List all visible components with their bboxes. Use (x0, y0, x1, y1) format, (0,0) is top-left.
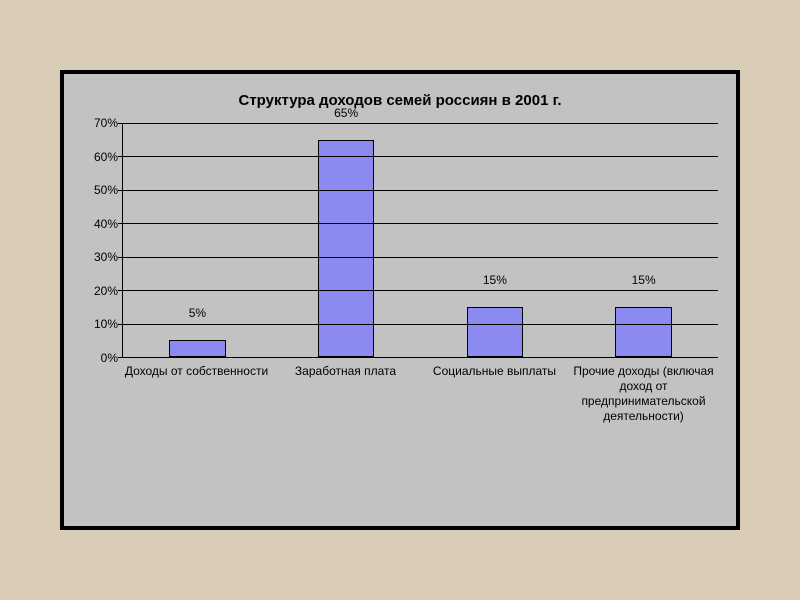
plot-area: 5%65%15%15% (122, 123, 718, 358)
bar (467, 307, 524, 357)
y-tick-label: 40% (94, 217, 118, 231)
gridline (123, 290, 718, 291)
chart-area: 0%10%20%30%40%50%60%70% 5%65%15%15% (82, 123, 718, 358)
y-tick-label: 0% (101, 351, 118, 365)
x-category-label: Прочие доходы (включая доход от предприн… (569, 364, 718, 424)
bar (169, 340, 226, 357)
gridline (123, 123, 718, 124)
x-category-label: Доходы от собственности (122, 364, 271, 424)
y-axis: 0%10%20%30%40%50%60%70% (82, 123, 122, 358)
y-tick-label: 70% (94, 116, 118, 130)
chart-frame: Структура доходов семей россиян в 2001 г… (60, 70, 740, 530)
gridline (123, 324, 718, 325)
y-tick-label: 20% (94, 284, 118, 298)
gridline (123, 156, 718, 157)
y-tick-label: 10% (94, 317, 118, 331)
bar-value-label: 15% (632, 273, 656, 290)
y-tick-label: 30% (94, 250, 118, 264)
bar-value-label: 5% (189, 306, 206, 323)
bar-value-label: 65% (334, 106, 358, 123)
x-category-label: Заработная плата (271, 364, 420, 424)
x-category-label: Социальные выплаты (420, 364, 569, 424)
y-tick-label: 50% (94, 183, 118, 197)
y-tick-mark (118, 357, 123, 358)
y-tick-label: 60% (94, 150, 118, 164)
x-axis-labels: Доходы от собственностиЗаработная платаС… (122, 364, 718, 424)
bar-value-label: 15% (483, 273, 507, 290)
gridline (123, 257, 718, 258)
bars-layer: 5%65%15%15% (123, 123, 718, 357)
gridline (123, 223, 718, 224)
chart-title: Структура доходов семей россиян в 2001 г… (82, 92, 718, 109)
bar (615, 307, 672, 357)
gridline (123, 190, 718, 191)
